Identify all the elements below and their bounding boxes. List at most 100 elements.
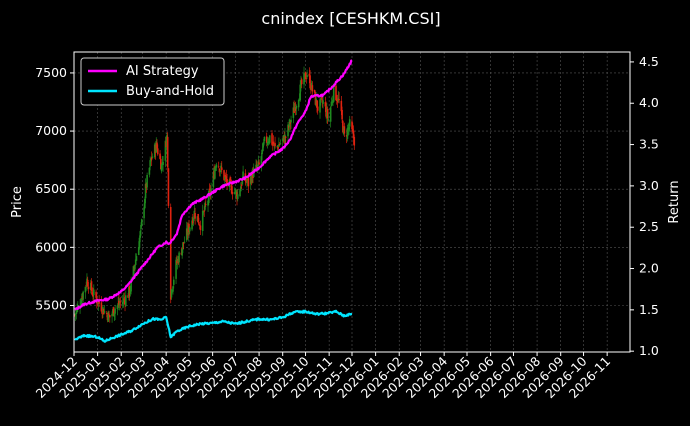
- candle-body: [263, 136, 266, 142]
- candle-body: [148, 167, 151, 175]
- candle-body: [306, 74, 308, 78]
- lines: [74, 59, 353, 343]
- candle-body: [284, 136, 287, 138]
- y-tick-label: 7000: [35, 123, 67, 138]
- candle-body: [197, 213, 199, 223]
- candle-body: [82, 291, 84, 300]
- candle-body: [170, 289, 173, 298]
- candle-body: [247, 176, 250, 187]
- candle-body: [294, 107, 297, 111]
- candle-body: [340, 100, 343, 112]
- candle-body: [314, 92, 317, 105]
- candle-body: [91, 292, 94, 296]
- legend-label-buy-and-hold: Buy-and-Hold: [126, 84, 214, 99]
- candle-body: [308, 73, 311, 77]
- candle-body: [287, 124, 289, 137]
- candle-body: [118, 303, 121, 305]
- candle-body: [108, 315, 111, 318]
- candle-body: [169, 207, 172, 300]
- candle-body: [278, 144, 280, 147]
- candle-body: [217, 166, 220, 168]
- candle-body: [140, 219, 143, 226]
- candle-body: [332, 84, 335, 102]
- candle-body: [341, 109, 343, 120]
- candle-body: [309, 75, 311, 89]
- candle-body: [172, 279, 175, 285]
- candle-body: [316, 106, 319, 111]
- candle-body: [164, 140, 167, 161]
- candle-body: [229, 177, 231, 181]
- candle-body: [181, 248, 183, 256]
- candle-body: [188, 227, 191, 232]
- candle-body: [242, 171, 244, 180]
- candle-body: [100, 302, 103, 312]
- y-axis: 5500 6000 6500 7000 7500: [35, 65, 74, 312]
- candle-body: [226, 179, 228, 185]
- candle-body: [268, 135, 271, 143]
- candle-body: [300, 79, 303, 85]
- candle-body: [113, 313, 116, 317]
- candle-body: [322, 100, 324, 104]
- candle-body: [137, 247, 140, 255]
- candle-body: [284, 134, 286, 144]
- candle-body: [214, 168, 216, 179]
- candle-body: [331, 101, 333, 104]
- candle-body: [167, 168, 170, 206]
- candle-body: [266, 142, 269, 146]
- candle-body: [210, 188, 212, 195]
- candle-body: [297, 100, 300, 108]
- candle-body: [138, 237, 141, 249]
- candle-body: [224, 174, 227, 178]
- candle-body: [215, 164, 218, 168]
- candle-body: [116, 305, 119, 309]
- candle-body: [156, 142, 158, 149]
- candle-body: [353, 136, 356, 146]
- candle-body: [105, 312, 108, 314]
- candle-body: [198, 222, 200, 225]
- candle-body: [225, 176, 228, 181]
- candle-body: [118, 300, 120, 305]
- candle-body: [212, 172, 215, 188]
- y-tick-label: 7500: [35, 65, 67, 80]
- candle-body: [124, 295, 127, 306]
- candle-body: [299, 84, 302, 101]
- series-line-ai-strategy: [74, 59, 353, 311]
- candle-body: [278, 143, 281, 145]
- candle-body: [130, 279, 132, 292]
- candle-body: [319, 99, 321, 113]
- candle-body: [199, 225, 202, 231]
- candle-body: [348, 127, 350, 130]
- y2-tick-label: 1.5: [639, 302, 659, 317]
- candle-body: [86, 279, 89, 287]
- y2-tick-label: 2.0: [639, 261, 659, 276]
- candle-body: [346, 128, 349, 139]
- y-tick-label: 6000: [35, 239, 67, 254]
- candle-body: [129, 289, 132, 294]
- candle-body: [351, 121, 353, 129]
- candle-body: [219, 170, 222, 173]
- y-axis-label: Price: [10, 186, 25, 218]
- candle-body: [139, 231, 142, 238]
- candle-body: [134, 265, 136, 270]
- candle-body: [160, 164, 163, 172]
- candle-body: [223, 170, 225, 180]
- candle-body: [218, 168, 221, 173]
- y-tick-label: 6500: [35, 181, 67, 196]
- candle-body: [103, 310, 106, 313]
- candle-body: [132, 266, 135, 279]
- candle-body: [256, 164, 259, 168]
- candle-body: [313, 90, 316, 93]
- candle-body: [182, 242, 185, 244]
- candle-body: [277, 146, 279, 149]
- candle-body: [201, 210, 204, 232]
- candle-body: [74, 313, 77, 315]
- candle-body: [178, 252, 180, 263]
- candle-body: [272, 141, 275, 146]
- candle-body: [241, 178, 244, 185]
- candle-body: [245, 179, 247, 182]
- y2-axis-label: Return: [667, 180, 682, 223]
- candle-body: [290, 119, 292, 123]
- candle-body: [156, 148, 159, 155]
- candle-body: [114, 308, 116, 314]
